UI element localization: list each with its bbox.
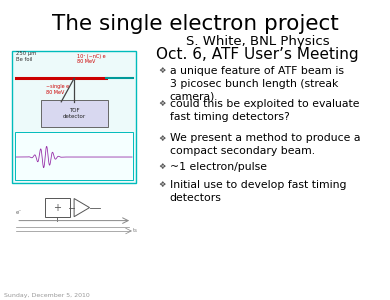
Text: 10⁷ (~nC) e
80 MeV: 10⁷ (~nC) e 80 MeV	[77, 53, 105, 64]
Text: S. White, BNL Physics: S. White, BNL Physics	[186, 34, 329, 47]
Text: Sunday, December 5, 2010: Sunday, December 5, 2010	[4, 293, 90, 298]
FancyBboxPatch shape	[45, 198, 69, 217]
Text: TOF
detector: TOF detector	[62, 108, 86, 119]
Polygon shape	[74, 199, 90, 217]
FancyBboxPatch shape	[12, 51, 136, 183]
Text: Oct. 6, ATF User’s Meeting: Oct. 6, ATF User’s Meeting	[156, 46, 359, 62]
Text: ❖: ❖	[158, 134, 166, 142]
Text: 250 μm
Be foil: 250 μm Be foil	[16, 51, 37, 62]
Text: The single electron project: The single electron project	[51, 14, 339, 34]
Text: Initial use to develop fast timing
detectors: Initial use to develop fast timing detec…	[170, 180, 346, 203]
Text: ❖: ❖	[158, 180, 166, 189]
Text: ts: ts	[133, 229, 138, 233]
FancyBboxPatch shape	[15, 132, 133, 181]
Text: +: +	[53, 202, 61, 213]
FancyBboxPatch shape	[41, 100, 108, 127]
Text: ❖: ❖	[158, 99, 166, 108]
Text: could this be exploited to evaluate
fast timing detectors?: could this be exploited to evaluate fast…	[170, 99, 359, 122]
Text: ~single e
80 MeV: ~single e 80 MeV	[46, 84, 69, 95]
Text: ❖: ❖	[158, 66, 166, 75]
Text: e⁻: e⁻	[16, 210, 23, 215]
Text: a unique feature of ATF beam is
3 picosec bunch length (streak
camera): a unique feature of ATF beam is 3 picose…	[170, 66, 344, 102]
Text: ~1 electron/pulse: ~1 electron/pulse	[170, 162, 267, 172]
Text: We present a method to produce a
compact secondary beam.: We present a method to produce a compact…	[170, 134, 360, 156]
Text: ❖: ❖	[158, 162, 166, 171]
